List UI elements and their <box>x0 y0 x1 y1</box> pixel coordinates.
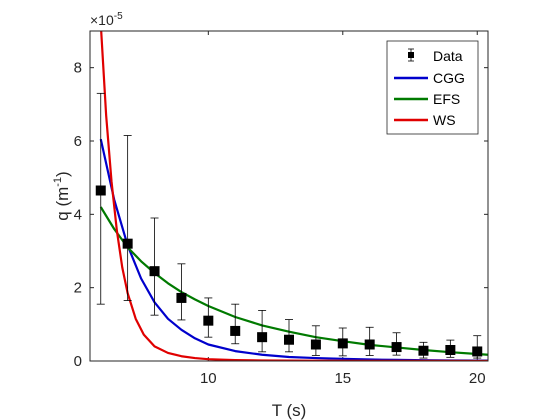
data-point <box>418 345 429 356</box>
legend-box <box>386 40 479 135</box>
data-point <box>472 346 483 357</box>
data-point <box>364 339 375 350</box>
y-axis-label: q (m-1) <box>52 171 72 220</box>
data-point <box>176 292 187 303</box>
y-tick-label: 2 <box>74 280 82 297</box>
error-bars <box>96 92 482 359</box>
legend-item-ws: WS <box>394 112 456 128</box>
x-tick-label: 20 <box>469 370 486 387</box>
y-axis: 0 2 4 6 8 <box>74 60 488 370</box>
data-point <box>149 266 160 277</box>
plot-frame <box>89 30 489 362</box>
legend-label-ws: WS <box>433 112 456 128</box>
legend-item-data: Data <box>408 48 463 64</box>
data-point <box>391 342 402 353</box>
data-point <box>230 325 241 336</box>
data-point <box>284 334 294 345</box>
legend: Data CGG EFS WS <box>386 40 479 135</box>
data-point <box>257 332 268 343</box>
y-tick-label: 0 <box>74 353 82 370</box>
data-point <box>337 338 348 349</box>
x-axis-label: T (s) <box>272 401 307 420</box>
y-tick-label: 8 <box>74 60 82 77</box>
legend-label-cgg: CGG <box>433 70 465 86</box>
data-point <box>203 315 214 326</box>
x-tick-label: 10 <box>200 370 217 387</box>
y-multiplier: ×10-5 <box>90 11 123 28</box>
legend-item-cgg: CGG <box>394 70 465 86</box>
x-tick-label: 15 <box>334 370 351 387</box>
legend-label-efs: EFS <box>433 91 460 107</box>
data-point <box>95 185 106 196</box>
x-axis: 10 15 20 <box>200 31 486 387</box>
legend-label-data: Data <box>433 48 463 64</box>
y-tick-label: 6 <box>74 133 82 150</box>
legend-item-efs: EFS <box>394 91 460 107</box>
data-point <box>122 238 133 249</box>
data-markers <box>95 185 483 357</box>
data-point <box>310 339 321 350</box>
y-tick-label: 4 <box>74 206 82 223</box>
data-point <box>445 345 456 355</box>
